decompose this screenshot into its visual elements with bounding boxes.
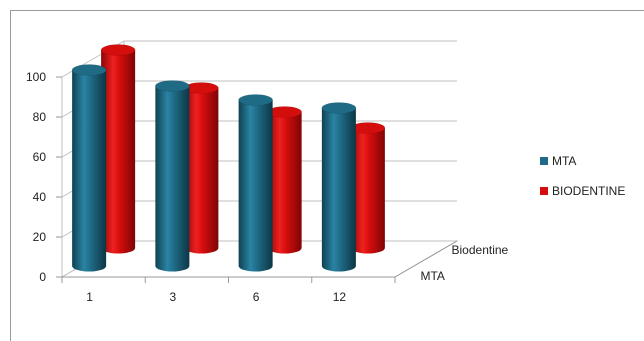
axes xyxy=(56,76,458,283)
bars xyxy=(71,44,386,272)
y-tick-label: 40 xyxy=(33,190,47,204)
y-tick-label: 0 xyxy=(39,270,46,284)
bar-body xyxy=(101,50,136,254)
bar-mta-6 xyxy=(238,94,273,272)
bar-body xyxy=(350,128,385,254)
bar-mta-1 xyxy=(71,64,107,272)
depth-axis-label: Biodentine xyxy=(452,243,509,257)
bar-biodentine-3 xyxy=(184,82,219,254)
x-tick-label: 1 xyxy=(86,290,93,304)
x-tick-label: 3 xyxy=(170,290,177,304)
tick-labels: 0 20 40 60 80 100 1 3 6 12 MTA Biodentine xyxy=(26,70,509,304)
y-tick-label: 60 xyxy=(33,150,47,164)
bar-top xyxy=(155,80,190,92)
legend: MTA BIODENTINE xyxy=(540,154,625,198)
bar-body xyxy=(155,86,190,272)
bar-top xyxy=(350,122,386,134)
bar-top xyxy=(71,64,107,76)
bar-body xyxy=(184,88,219,254)
bar-top xyxy=(321,102,357,114)
x-tick-label: 12 xyxy=(333,290,347,304)
bar-mta-12 xyxy=(321,102,357,272)
legend-swatch-biodentine xyxy=(540,187,548,195)
depth-axis-line xyxy=(394,240,458,278)
legend-label-biodentine: BIODENTINE xyxy=(552,184,625,198)
bar-top xyxy=(238,94,273,106)
bar-top xyxy=(100,44,136,56)
bar-body xyxy=(238,100,273,272)
depth-axis-label: MTA xyxy=(421,269,445,283)
bar-body xyxy=(321,108,356,272)
bar-biodentine-1 xyxy=(100,44,136,254)
y-tick-label: 20 xyxy=(33,230,47,244)
bar-top xyxy=(184,82,219,94)
y-tick-label: 80 xyxy=(33,110,47,124)
legend-swatch-mta xyxy=(540,157,548,165)
bar-biodentine-6 xyxy=(267,106,302,254)
bar-body xyxy=(267,112,302,254)
y-tick-label: 100 xyxy=(26,70,46,84)
bar-body xyxy=(72,70,107,272)
legend-label-mta: MTA xyxy=(552,154,576,168)
bar-mta-3 xyxy=(155,80,190,272)
x-tick-label: 6 xyxy=(253,290,260,304)
bar-biodentine-12 xyxy=(350,122,386,254)
chart-frame xyxy=(10,10,644,341)
bar-top xyxy=(267,106,302,118)
